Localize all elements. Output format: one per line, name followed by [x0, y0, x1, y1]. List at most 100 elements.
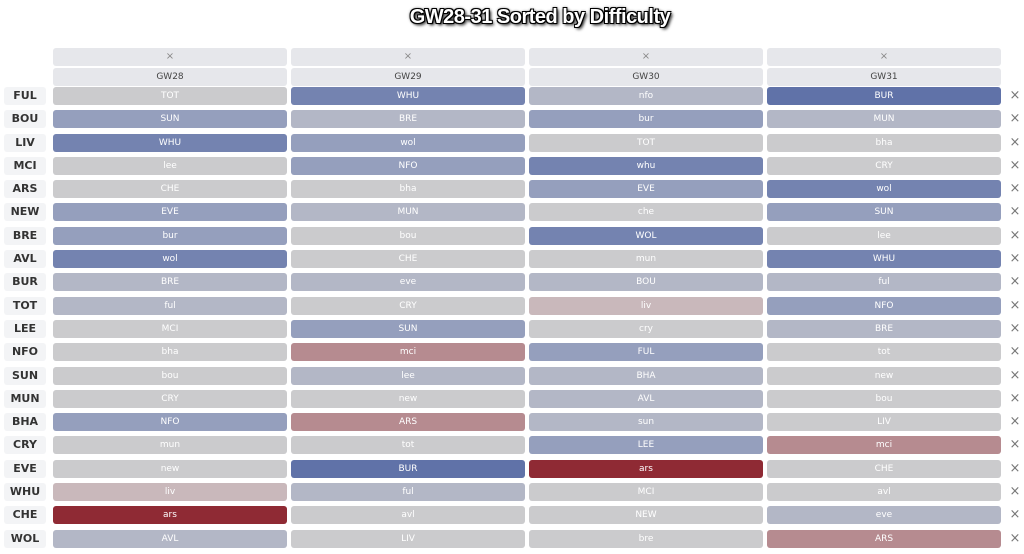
fixture-cell[interactable]: AVL: [53, 529, 287, 548]
fixture-cell[interactable]: TOT: [529, 133, 763, 152]
fixture-cell[interactable]: che: [529, 203, 763, 222]
fixture-cell[interactable]: new: [291, 389, 525, 408]
fixture-cell[interactable]: lee: [767, 226, 1001, 245]
fixture-cell[interactable]: nfo: [529, 87, 763, 105]
remove-row-button[interactable]: ×: [1009, 274, 1021, 290]
remove-row-button[interactable]: ×: [1009, 367, 1021, 383]
fixture-cell[interactable]: avl: [767, 483, 1001, 502]
fixture-cell[interactable]: mun: [529, 250, 763, 269]
fixture-cell[interactable]: ARS: [767, 529, 1001, 548]
fixture-cell[interactable]: mci: [767, 436, 1001, 455]
remove-row-button[interactable]: ×: [1009, 181, 1021, 197]
remove-row-button[interactable]: ×: [1009, 344, 1021, 360]
fixture-cell[interactable]: BRE: [53, 273, 287, 292]
fixture-cell[interactable]: EVE: [53, 203, 287, 222]
fixture-cell[interactable]: bou: [767, 389, 1001, 408]
remove-row-button[interactable]: ×: [1009, 204, 1021, 220]
fixture-cell[interactable]: CRY: [291, 296, 525, 315]
fixture-cell[interactable]: MCI: [529, 483, 763, 502]
fixture-cell[interactable]: liv: [529, 296, 763, 315]
fixture-cell[interactable]: WOL: [529, 226, 763, 245]
remove-row-button[interactable]: ×: [1009, 530, 1021, 546]
remove-row-button[interactable]: ×: [1009, 157, 1021, 173]
fixture-cell[interactable]: BHA: [529, 366, 763, 385]
fixture-cell[interactable]: tot: [767, 343, 1001, 362]
fixture-cell[interactable]: eve: [767, 506, 1001, 525]
fixture-cell[interactable]: bre: [529, 529, 763, 548]
remove-row-button[interactable]: ×: [1009, 297, 1021, 313]
fixture-cell[interactable]: ars: [529, 459, 763, 478]
fixture-cell[interactable]: NFO: [767, 296, 1001, 315]
fixture-cell[interactable]: MCI: [53, 319, 287, 338]
fixture-cell[interactable]: sun: [529, 413, 763, 432]
remove-row-button[interactable]: ×: [1009, 414, 1021, 430]
remove-column-gw28-button[interactable]: ×: [53, 47, 287, 66]
fixture-cell[interactable]: lee: [53, 156, 287, 175]
fixture-cell[interactable]: CHE: [53, 180, 287, 199]
fixture-cell[interactable]: mun: [53, 436, 287, 455]
fixture-cell[interactable]: WHU: [53, 133, 287, 152]
fixture-cell[interactable]: liv: [53, 483, 287, 502]
fixture-cell[interactable]: cry: [529, 319, 763, 338]
fixture-cell[interactable]: ful: [53, 296, 287, 315]
fixture-cell[interactable]: SUN: [53, 110, 287, 129]
fixture-cell[interactable]: MUN: [767, 110, 1001, 129]
fixture-cell[interactable]: tot: [291, 436, 525, 455]
fixture-cell[interactable]: EVE: [529, 180, 763, 199]
fixture-cell[interactable]: ARS: [291, 413, 525, 432]
fixture-cell[interactable]: BRE: [767, 319, 1001, 338]
fixture-cell[interactable]: MUN: [291, 203, 525, 222]
remove-row-button[interactable]: ×: [1009, 437, 1021, 453]
fixture-cell[interactable]: CHE: [767, 459, 1001, 478]
fixture-cell[interactable]: new: [53, 459, 287, 478]
fixture-cell[interactable]: bha: [767, 133, 1001, 152]
remove-row-button[interactable]: ×: [1009, 507, 1021, 523]
fixture-cell[interactable]: bha: [291, 180, 525, 199]
fixture-cell[interactable]: CHE: [291, 250, 525, 269]
fixture-cell[interactable]: WHU: [291, 87, 525, 105]
remove-row-button[interactable]: ×: [1009, 460, 1021, 476]
fixture-cell[interactable]: ful: [767, 273, 1001, 292]
fixture-cell[interactable]: wol: [291, 133, 525, 152]
fixture-cell[interactable]: bou: [291, 226, 525, 245]
fixture-cell[interactable]: mci: [291, 343, 525, 362]
fixture-cell[interactable]: ful: [291, 483, 525, 502]
remove-column-gw30-button[interactable]: ×: [529, 47, 763, 66]
fixture-cell[interactable]: LIV: [291, 529, 525, 548]
fixture-cell[interactable]: CRY: [767, 156, 1001, 175]
fixture-cell[interactable]: bur: [53, 226, 287, 245]
remove-row-button[interactable]: ×: [1009, 390, 1021, 406]
remove-row-button[interactable]: ×: [1009, 88, 1021, 103]
fixture-cell[interactable]: BUR: [291, 459, 525, 478]
remove-row-button[interactable]: ×: [1009, 251, 1021, 267]
fixture-cell[interactable]: bha: [53, 343, 287, 362]
fixture-cell[interactable]: WHU: [767, 250, 1001, 269]
fixture-cell[interactable]: TOT: [53, 87, 287, 105]
remove-row-button[interactable]: ×: [1009, 484, 1021, 500]
fixture-cell[interactable]: eve: [291, 273, 525, 292]
fixture-cell[interactable]: BOU: [529, 273, 763, 292]
fixture-cell[interactable]: AVL: [529, 389, 763, 408]
remove-row-button[interactable]: ×: [1009, 134, 1021, 150]
fixture-cell[interactable]: LEE: [529, 436, 763, 455]
remove-column-gw31-button[interactable]: ×: [767, 47, 1001, 66]
fixture-cell[interactable]: ars: [53, 506, 287, 525]
fixture-cell[interactable]: wol: [53, 250, 287, 269]
fixture-cell[interactable]: bur: [529, 110, 763, 129]
remove-row-button[interactable]: ×: [1009, 320, 1021, 336]
remove-column-gw29-button[interactable]: ×: [291, 47, 525, 66]
remove-row-button[interactable]: ×: [1009, 227, 1021, 243]
fixture-cell[interactable]: lee: [291, 366, 525, 385]
fixture-cell[interactable]: bou: [53, 366, 287, 385]
fixture-cell[interactable]: BUR: [767, 87, 1001, 105]
fixture-cell[interactable]: wol: [767, 180, 1001, 199]
fixture-cell[interactable]: SUN: [767, 203, 1001, 222]
fixture-cell[interactable]: whu: [529, 156, 763, 175]
fixture-cell[interactable]: BRE: [291, 110, 525, 129]
remove-row-button[interactable]: ×: [1009, 111, 1021, 127]
fixture-cell[interactable]: LIV: [767, 413, 1001, 432]
fixture-cell[interactable]: NFO: [53, 413, 287, 432]
fixture-cell[interactable]: avl: [291, 506, 525, 525]
fixture-cell[interactable]: NEW: [529, 506, 763, 525]
fixture-cell[interactable]: SUN: [291, 319, 525, 338]
